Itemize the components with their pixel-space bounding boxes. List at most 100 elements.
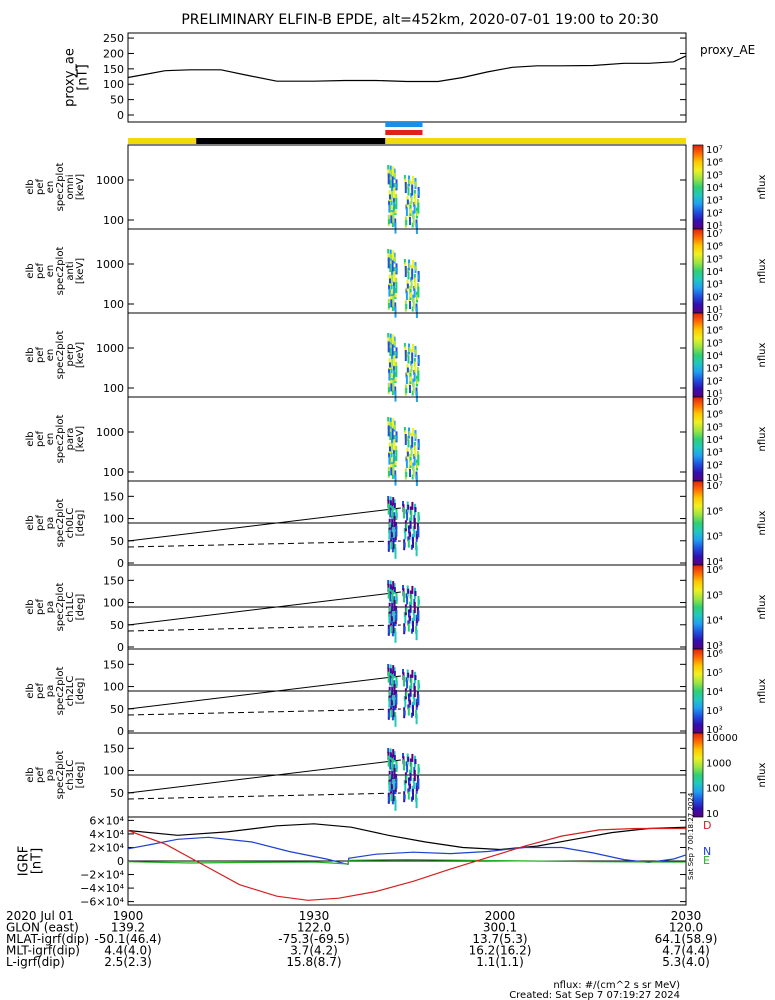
proxy-ae-legend: proxy_AE [700,43,755,57]
spectrogram-patch [411,352,414,364]
spectrogram-patch [405,376,408,384]
spectrogram-patch [390,383,393,392]
spectrogram-patch [389,427,392,433]
pitch-patch [406,764,409,773]
spectrogram-patch [412,428,415,436]
pitch-patch [402,753,404,758]
spectrogram-patch [395,277,398,286]
proxy-ae-ylabel: proxy_ae[nT] [63,48,91,107]
spectrogram-patch [390,215,393,224]
spectrogram-patch [390,467,393,476]
panel-label-line: pef [35,179,46,196]
proxy-ae-y-tick-label: 250 [103,32,124,45]
pitch-patch [389,677,392,686]
spectrogram-patch [387,417,390,422]
spectrogram-patch [387,249,390,254]
spectrogram-patch [417,370,420,382]
pitch-patch [410,712,413,718]
pitch-patch [394,547,397,559]
spectrogram-patch [392,375,395,384]
status-bar-segment [128,138,197,144]
pitch-patch [415,545,418,557]
spectrogram-ylabel: elb pef en spec2plot perp [keV] [25,331,86,380]
spectrogram-patch [409,385,411,393]
spectrogram-colorbar-3-tick-label: 10² [706,460,723,471]
pitch-patch [393,696,396,705]
pitch-patch [390,784,393,790]
spectrogram-patch [393,187,396,199]
pitch-patch [389,584,392,590]
spectrogram-colorbar-1-tick-label: 10³ [706,280,723,291]
footer-value: 2000 [485,909,516,923]
spectrogram-patch [408,347,411,352]
pitch-ylabel: elb pef pa spec2plot ch2LC [deg] [25,667,86,716]
panel-label-line: spec2plot [55,163,66,212]
pitch-patch [415,629,418,641]
pitch-patch [413,770,416,781]
pitch-colorbar-2-tick-label: 10³ [706,706,723,717]
pitch-patch [407,791,410,800]
pitch-patch [405,607,408,613]
spectrogram-patch [404,434,407,445]
spectrogram-colorbar-2-label: nflux [757,342,768,367]
panel-label-line: [keV] [75,342,86,368]
spectrogram-colorbar-3-tick-label: 10³ [706,448,723,459]
panel-label-line: pa [45,517,56,529]
pitch-patch [389,690,391,696]
pitch-patch [392,749,395,758]
spectrogram-patch [406,367,409,373]
pitch-patch [390,793,393,802]
pitch-patch [403,507,405,519]
spectrogram-patch [391,270,393,276]
spectrogram-colorbar-2 [692,312,704,398]
spectrogram-patch [391,256,394,265]
spectrogram-colorbar-0-tick-label: 10³ [706,196,723,207]
pitch-patch [413,529,416,538]
panel-label-line: elb [25,431,36,446]
spectrogram-patch [414,193,417,205]
panel-label-line: IGRF [17,846,32,876]
spectrogram-patch [410,448,413,457]
loss-cone-line [127,759,401,794]
spectrogram-patch [390,463,392,469]
pitch-patch [410,509,413,521]
spectrogram-patch [405,460,408,468]
pitch-patch [393,516,396,527]
pitch-patch [390,621,392,627]
right-timestamp: Sat Sep 7 00:18:27 2024 [687,792,695,880]
spectrogram-y-tick-label: 100 [103,214,124,227]
spectrogram-patch [412,382,415,393]
panel-label-line: elb [25,767,36,782]
pitch-patch [391,758,394,770]
pitch-patch [387,580,390,585]
anti-loss-cone-line [127,708,401,716]
pitch-patch [391,687,394,696]
footer-row-label: L-igrf(dip) [6,955,65,969]
spectrogram-patch [394,306,397,318]
spectrogram-patch [405,208,408,216]
igrf-legend-N: N [703,845,711,858]
pitch-patch [391,506,394,518]
panel-label-line: [nT] [30,848,45,874]
spectrogram-patch [391,172,394,181]
panel-label-line: [deg] [75,678,86,705]
spectrogram-patch [405,304,408,309]
panel-label-line: ch3LC [65,760,76,791]
spectrogram-patch [406,451,409,457]
spectrogram-patch [389,253,392,259]
spectrogram-patch [391,176,394,188]
pitch-patch [418,683,420,689]
pitch-patch [407,756,410,762]
spectrogram-patch [414,349,417,355]
pitch-colorbar-0-tick-label: 10⁶ [706,506,723,517]
pitch-colorbar-3-tick-label: 1000 [706,758,731,769]
spectrogram-patch [390,205,393,211]
spectrogram-patch [389,348,392,356]
proxy-ae-y-tick-label: 200 [103,47,124,60]
spectrogram-colorbar-0-tick-label: 10⁴ [706,183,723,194]
pitch-patch [388,531,391,540]
status-bar-segment [385,138,686,144]
pitch-patch [388,783,391,792]
spectrogram-patch [414,445,417,457]
spectrogram-patch [418,274,420,280]
